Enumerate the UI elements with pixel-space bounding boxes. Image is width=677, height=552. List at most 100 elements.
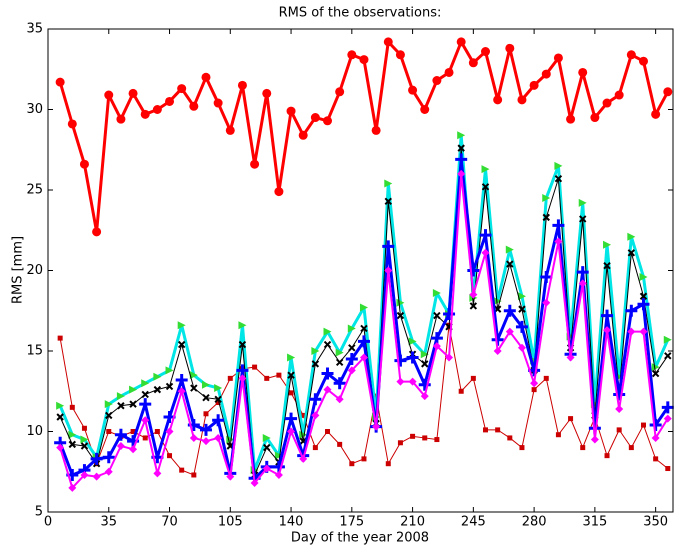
- marker: [566, 353, 575, 362]
- marker: [288, 390, 294, 396]
- marker: [408, 377, 417, 386]
- x-tick-label: 315: [582, 515, 607, 530]
- marker: [139, 398, 152, 411]
- marker: [104, 400, 113, 409]
- marker: [201, 437, 210, 446]
- marker: [274, 451, 283, 460]
- marker: [153, 372, 162, 381]
- marker: [458, 388, 464, 394]
- marker: [468, 58, 478, 68]
- marker: [311, 360, 320, 368]
- marker: [613, 388, 626, 401]
- marker: [603, 261, 611, 270]
- marker: [237, 80, 247, 90]
- marker: [664, 352, 672, 360]
- marker: [456, 37, 466, 47]
- marker: [81, 425, 87, 431]
- y-tick-label: 15: [26, 344, 43, 359]
- marker: [128, 88, 138, 98]
- marker: [515, 320, 528, 333]
- marker: [348, 344, 356, 352]
- marker: [384, 266, 393, 275]
- marker: [69, 404, 75, 410]
- marker: [129, 400, 137, 408]
- marker: [335, 358, 344, 366]
- series-line: [58, 133, 670, 472]
- marker: [481, 47, 490, 57]
- marker: [430, 332, 443, 345]
- marker: [359, 55, 369, 65]
- marker: [467, 264, 480, 277]
- marker: [481, 183, 490, 191]
- marker: [639, 327, 648, 336]
- marker: [457, 131, 466, 140]
- marker: [590, 435, 599, 444]
- marker: [177, 84, 187, 94]
- marker: [142, 435, 148, 441]
- marker: [637, 298, 650, 311]
- marker: [384, 179, 393, 188]
- marker: [152, 105, 162, 114]
- marker: [105, 411, 113, 420]
- series-line: [58, 40, 670, 234]
- marker: [189, 371, 198, 380]
- marker: [189, 433, 198, 442]
- marker: [165, 382, 174, 391]
- marker: [470, 375, 476, 381]
- marker: [347, 366, 356, 375]
- marker: [422, 435, 428, 441]
- y-tick-label: 35: [26, 22, 43, 37]
- marker: [578, 198, 587, 207]
- marker: [252, 364, 258, 370]
- marker: [554, 175, 563, 183]
- marker: [394, 354, 407, 367]
- marker: [457, 144, 465, 152]
- marker: [469, 302, 478, 310]
- marker: [299, 454, 308, 463]
- marker: [214, 384, 223, 393]
- marker: [56, 413, 64, 421]
- marker: [566, 114, 576, 124]
- marker: [457, 169, 466, 178]
- y-tick-label: 10: [26, 424, 43, 439]
- marker: [349, 461, 355, 467]
- marker: [325, 429, 331, 434]
- x-tick-label: 35: [100, 515, 117, 530]
- marker: [627, 327, 636, 336]
- marker: [604, 453, 610, 459]
- marker: [238, 321, 247, 330]
- marker: [503, 304, 516, 317]
- marker: [333, 377, 346, 390]
- marker: [263, 443, 271, 452]
- marker: [530, 379, 539, 388]
- marker: [432, 76, 442, 86]
- marker: [360, 324, 368, 333]
- marker: [385, 461, 391, 467]
- y-tick-label: 20: [26, 263, 43, 278]
- marker: [384, 197, 392, 205]
- marker: [542, 194, 551, 203]
- marker: [238, 374, 247, 383]
- marker: [359, 353, 368, 362]
- marker: [518, 305, 526, 313]
- marker: [323, 340, 332, 349]
- marker: [250, 159, 260, 169]
- marker: [434, 437, 440, 443]
- marker: [102, 451, 115, 464]
- marker: [542, 298, 551, 307]
- marker: [335, 395, 344, 404]
- marker: [114, 428, 127, 441]
- marker: [225, 125, 235, 135]
- marker: [601, 309, 614, 322]
- x-tick-label: 70: [161, 515, 178, 530]
- marker: [616, 427, 622, 433]
- marker: [505, 327, 514, 336]
- marker: [481, 165, 490, 174]
- marker: [287, 353, 296, 362]
- marker: [495, 427, 501, 433]
- marker: [311, 411, 320, 420]
- marker: [177, 321, 186, 330]
- marker: [651, 109, 661, 119]
- marker: [189, 101, 199, 111]
- marker: [321, 367, 334, 380]
